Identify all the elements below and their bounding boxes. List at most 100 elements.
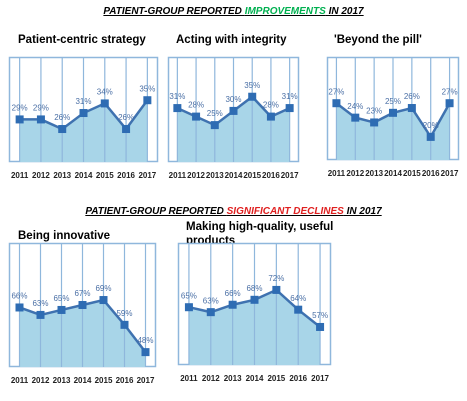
value-label: 24% (347, 102, 363, 111)
heading-text: PATIENT-GROUP REPORTED (103, 6, 245, 17)
marker (407, 104, 416, 113)
marker (426, 132, 435, 141)
x-tick-label: 2017 (441, 169, 459, 178)
x-tick-label: 2015 (95, 376, 113, 385)
x-tick-label: 2013 (224, 374, 242, 383)
x-tick-label: 2015 (267, 374, 285, 383)
marker (351, 113, 360, 122)
value-label: 68% (246, 284, 262, 293)
x-tick-label: 2017 (311, 374, 329, 383)
x-tick-label: 2015 (403, 169, 421, 178)
section-heading: PATIENT-GROUP REPORTED SIGNIFICANT DECLI… (0, 206, 467, 217)
x-tick-label: 2012 (346, 169, 364, 178)
x-tick-label: 2011 (180, 374, 198, 383)
x-tick-label: 2017 (138, 171, 156, 180)
chart: 31% 2011 28% 2012 25% 2013 30% 2014 35% 2015 28% 20… (167, 56, 300, 180)
value-label: 57% (312, 311, 328, 320)
heading-text: IN 2017 (325, 6, 364, 17)
value-label: 64% (290, 294, 306, 303)
chart-title: 'Beyond the pill' (334, 34, 422, 46)
x-tick-label: 2013 (365, 169, 383, 178)
marker (210, 121, 219, 130)
x-tick-label: 2015 (96, 171, 114, 180)
x-tick-label: 2011 (169, 171, 187, 180)
x-tick-label: 2015 (243, 171, 261, 180)
marker (229, 106, 238, 115)
value-label: 26% (118, 113, 134, 122)
value-label: 29% (12, 104, 28, 113)
x-tick-label: 2012 (32, 171, 50, 180)
x-tick-label: 2013 (206, 171, 224, 180)
marker (228, 300, 237, 309)
x-tick-label: 2014 (75, 171, 93, 180)
chart: 27% 2011 24% 2012 23% 2013 25% 2014 26% 2015 20% 20… (326, 56, 460, 178)
x-tick-label: 2014 (74, 376, 92, 385)
x-tick-label: 2014 (384, 169, 402, 178)
marker (316, 322, 325, 331)
marker (79, 109, 88, 118)
marker (389, 108, 397, 117)
value-label: 35% (244, 81, 260, 90)
x-tick-label: 2016 (117, 171, 135, 180)
value-label: 59% (116, 309, 132, 318)
x-tick-label: 2017 (281, 171, 299, 180)
heading-text: IN 2017 (343, 206, 382, 217)
marker (120, 320, 129, 329)
value-label: 66% (225, 289, 241, 298)
marker (143, 96, 152, 105)
value-label: 67% (74, 289, 90, 298)
marker (99, 296, 108, 305)
x-tick-label: 2012 (202, 374, 220, 383)
marker (370, 118, 379, 127)
value-label: 65% (53, 294, 69, 303)
marker (141, 348, 150, 357)
marker (15, 303, 24, 312)
value-label: 29% (33, 104, 49, 113)
value-label: 30% (225, 95, 241, 104)
chart: 65% 2011 63% 2012 66% 2013 68% 2014 72% 2015 64% 20… (177, 242, 332, 383)
x-tick-label: 2016 (262, 171, 280, 180)
x-tick-label: 2014 (225, 171, 243, 180)
x-tick-label: 2016 (422, 169, 440, 178)
value-label: 69% (95, 284, 111, 293)
value-label: 66% (11, 292, 27, 301)
marker (445, 99, 454, 108)
marker (36, 115, 45, 124)
value-label: 26% (54, 113, 70, 122)
heading-highlight: IMPROVEMENTS (244, 6, 326, 17)
value-label: 31% (169, 92, 185, 101)
value-label: 20% (423, 121, 439, 130)
value-label: 27% (328, 87, 344, 96)
marker (272, 285, 281, 294)
marker (15, 115, 24, 124)
marker (57, 305, 66, 314)
marker (294, 305, 303, 314)
x-tick-label: 2011 (328, 169, 346, 178)
chart: 66% 2011 63% 2012 65% 2013 67% 2014 69% 2015 59% 20… (8, 242, 157, 385)
marker (266, 112, 275, 121)
value-label: 34% (97, 88, 113, 97)
x-tick-label: 2016 (116, 376, 134, 385)
x-tick-label: 2012 (187, 171, 205, 180)
section-heading: PATIENT-GROUP REPORTED IMPROVEMENTS IN 2… (0, 6, 467, 17)
chart-title: Patient-centric strategy (18, 34, 146, 46)
chart-title: Acting with integrity (176, 34, 287, 46)
value-label: 26% (404, 92, 420, 101)
value-label: 31% (75, 97, 91, 106)
marker (250, 295, 259, 304)
heading-highlight: SIGNIFICANT DECLINES (226, 206, 344, 217)
heading-text: PATIENT-GROUP REPORTED (85, 206, 227, 217)
value-label: 63% (203, 296, 219, 305)
x-tick-label: 2012 (32, 376, 50, 385)
value-label: 28% (263, 101, 279, 110)
marker (248, 92, 257, 101)
x-tick-label: 2013 (53, 171, 71, 180)
value-label: 25% (385, 97, 401, 106)
value-label: 72% (268, 274, 284, 283)
value-label: 48% (137, 336, 153, 345)
x-tick-label: 2014 (246, 374, 264, 383)
value-label: 65% (181, 291, 197, 300)
marker (78, 301, 87, 309)
x-tick-label: 2013 (53, 376, 71, 385)
